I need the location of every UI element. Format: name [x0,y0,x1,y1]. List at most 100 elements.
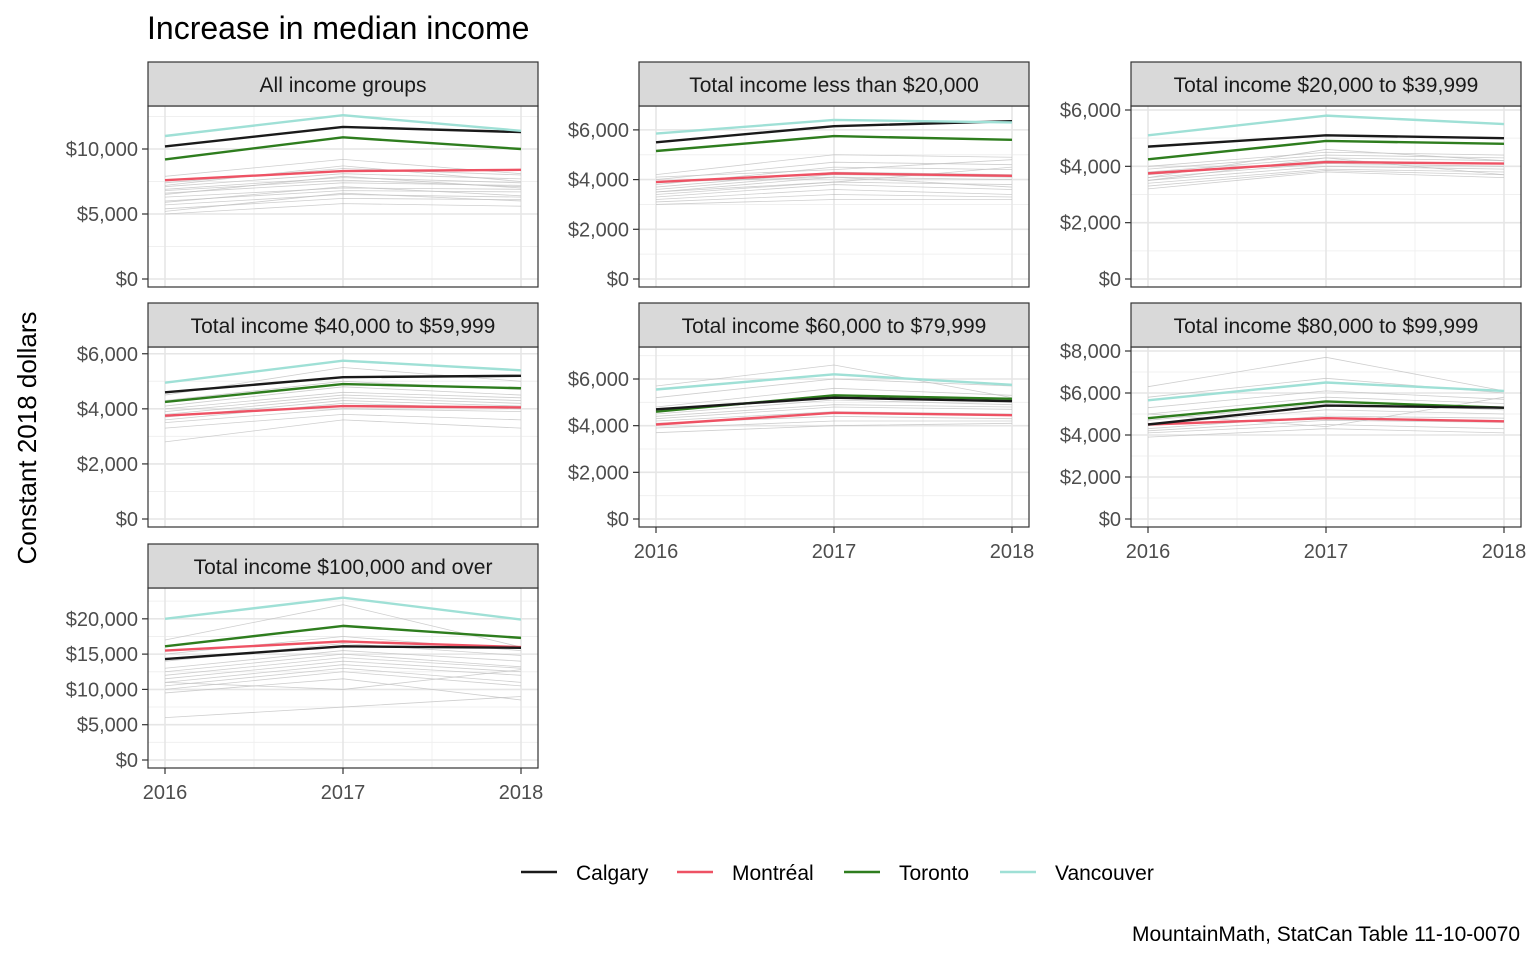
facet-title: Total income $100,000 and over [194,556,493,579]
background-series-line [655,171,1013,188]
x-tick-label: 2016 [1126,541,1171,563]
y-tick-label: $4,000 [568,416,629,438]
background-series-line [164,179,522,191]
background-series-line [164,696,522,719]
facet-strip [1130,302,1522,348]
y-tick-label: $2,000 [1060,467,1121,489]
background-series-line [655,404,1013,417]
background-series-line [164,177,522,190]
series-line-vancouver [164,113,522,138]
background-series-line [164,391,522,410]
y-axis-label: Constant 2018 dollars [12,312,42,565]
facet-title: Total income less than $20,000 [689,74,979,97]
legend-label: Montréal [732,862,814,885]
facet-panel: Total income $40,000 to $59,999 $0 $2,000 $… [77,302,539,531]
background-series-line [655,166,1013,193]
background-series-line [1147,171,1505,190]
series-line-montral [655,411,1013,426]
legend-label: Toronto [899,862,969,885]
legend-label: Vancouver [1055,862,1154,885]
y-tick-label: $5,000 [77,204,138,226]
y-tick-label: $0 [116,509,138,531]
background-series-line [1147,390,1505,409]
background-series-line [655,174,1013,190]
facet-title: Total income $40,000 to $59,999 [191,315,496,338]
background-series-line [1147,170,1505,187]
y-tick-label: $20,000 [66,609,138,631]
background-series-line [1147,409,1505,425]
background-series-line [1147,356,1505,392]
background-series-line [655,184,1013,198]
background-series-line [164,667,522,687]
background-series-line [655,176,1013,188]
series-line-calgary [164,645,522,661]
series-line-toronto [1147,400,1505,420]
y-tick-label: $15,000 [66,644,138,666]
background-series-line [1147,419,1505,432]
background-series-line [655,399,1013,415]
background-series-line [164,669,522,690]
facet-panel: Total income $20,000 to $39,999 $0 $2,000 $… [1060,61,1522,291]
background-series-line [164,671,522,690]
y-tick-label: $0 [116,750,138,772]
legend-item: Calgary [521,862,649,885]
background-series-line [655,364,1013,399]
series-line-calgary [1147,134,1505,148]
background-series-line [164,657,522,676]
background-series-line [1147,151,1505,167]
x-tick-label: 2018 [1482,541,1527,563]
y-tick-label: $0 [607,269,629,291]
series-line-vancouver [164,596,522,621]
background-series-line [164,192,522,212]
series-line-toronto [164,136,522,161]
background-series-line [655,199,1012,205]
background-series-line [655,378,1013,399]
background-series-line [1147,157,1505,181]
legend-item: Toronto [844,862,969,885]
background-series-line [655,406,1013,420]
background-series-line [164,413,522,429]
facet-panel: All income groups $0 $5,000 $10,000 [66,61,539,291]
background-series-line [655,189,1013,200]
facet-panel: Total income less than $20,000 $0 $2,000 $4… [568,61,1030,291]
background-series-line [164,165,522,186]
facet-strip [147,61,539,107]
series-line-toronto [164,624,522,648]
background-series-line [164,678,522,701]
background-series-line [164,650,522,669]
background-series-line [1147,415,1505,430]
background-series-line [164,173,522,188]
background-series-line [164,408,522,424]
series-line-calgary [164,125,522,148]
series-line-calgary [655,119,1013,144]
series-line-vancouver [655,118,1013,135]
background-series-line [655,154,1013,176]
series-line-montral [1147,160,1505,175]
background-series-line [164,194,522,206]
background-series-line [164,660,522,680]
facet-strip [147,543,539,589]
y-tick-label: $0 [116,269,138,291]
x-tick-label: 2017 [812,541,857,563]
background-series-line [164,186,522,203]
facet-panel: Total income $80,000 to $99,999 $0 $2,000 $… [1060,302,1527,563]
series-line-montral [1147,417,1505,426]
x-tick-label: 2016 [634,541,679,563]
legend-item: Vancouver [1000,862,1154,885]
series-line-calgary [164,374,522,394]
background-series-line [1147,168,1505,184]
series-line-montral [164,640,522,652]
series-line-montral [164,168,522,182]
x-tick-label: 2018 [990,541,1035,563]
y-tick-label: $4,000 [1060,425,1121,447]
background-series-line [164,175,522,195]
background-series-line [1147,149,1505,178]
y-tick-label: $2,000 [77,454,138,476]
background-series-line [164,190,522,202]
facet-strip [1130,61,1522,107]
background-series-line [1147,165,1505,181]
y-tick-label: $2,000 [568,219,629,241]
facet-panel: Total income $100,000 and over $0 $5,000 $1… [66,543,543,804]
background-series-line [164,187,522,198]
background-series-line [655,161,1013,180]
